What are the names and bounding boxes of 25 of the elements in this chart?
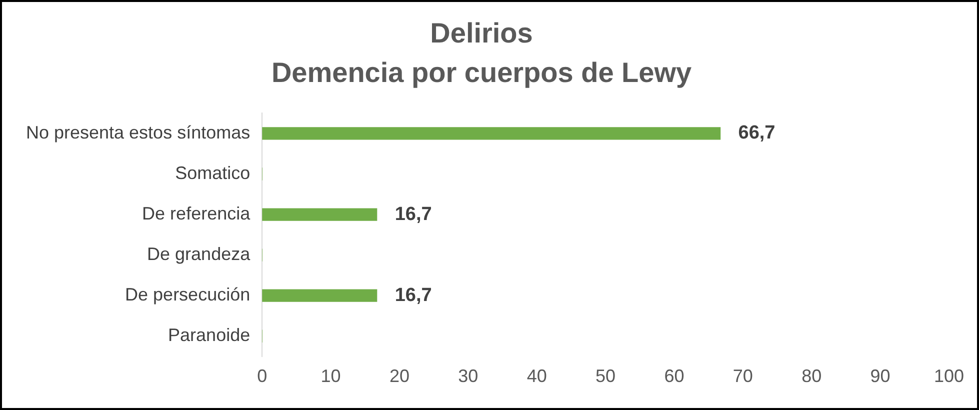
- data-label: 66,7: [738, 122, 776, 144]
- x-tick-label: 0: [257, 366, 268, 386]
- x-tick-label: 20: [389, 366, 410, 386]
- data-label: 16,7: [394, 204, 432, 225]
- data-label: 16,7: [394, 284, 432, 306]
- x-tick-label: 40: [526, 366, 547, 386]
- x-tick-label: 100: [934, 366, 964, 386]
- x-tick-label: 60: [664, 366, 684, 386]
- chart-subtitle: Demencia por cuerpos de Lewy: [271, 57, 692, 88]
- x-tick-label: 70: [732, 366, 753, 386]
- y-tick-label: De grandeza: [147, 244, 252, 264]
- chart-title: Delirios: [430, 18, 533, 49]
- bar: [262, 127, 721, 140]
- x-tick-label: 80: [802, 366, 822, 386]
- x-tick-label: 90: [870, 366, 890, 386]
- y-tick-label: De persecución: [125, 284, 250, 305]
- y-tick-label: No presenta estos síntomas: [26, 122, 250, 142]
- y-tick-label: Somatico: [175, 162, 250, 183]
- x-tick-label: 10: [320, 366, 341, 386]
- bar: [262, 208, 378, 221]
- x-tick-label: 30: [458, 366, 478, 386]
- y-tick-label: De referencia: [142, 204, 252, 224]
- bar: [262, 289, 378, 302]
- y-tick-label: Paranoide: [168, 325, 250, 346]
- x-tick-label: 50: [596, 366, 616, 386]
